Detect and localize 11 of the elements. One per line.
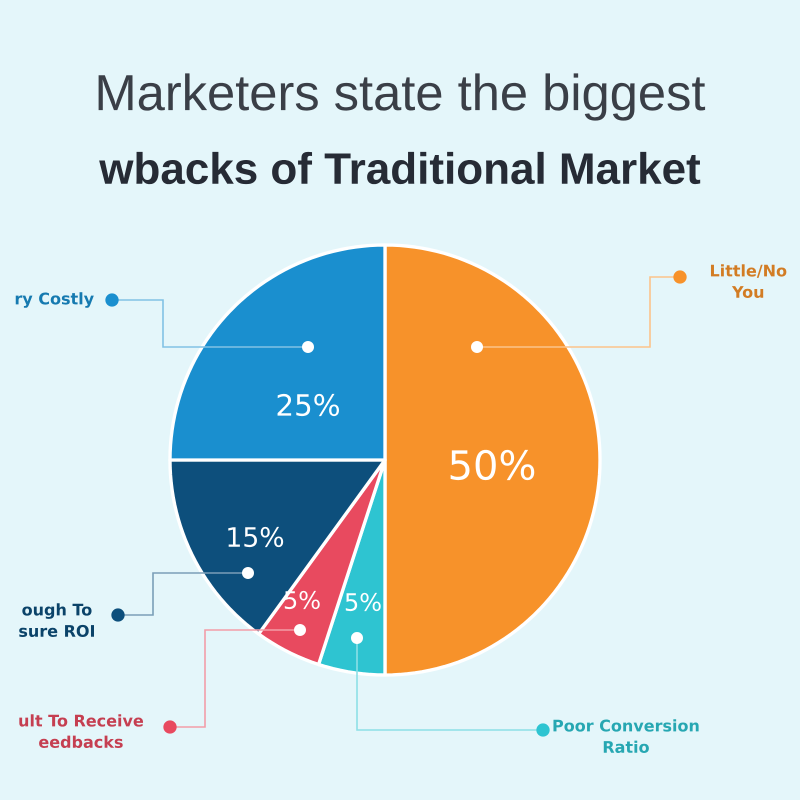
- chart-subtitle: wbacks of Traditional Market: [99, 152, 700, 184]
- data-label: 25%: [278, 394, 339, 416]
- chart-title: Marketers state the biggest: [98, 73, 706, 121]
- legend-label: ult To Receive eedbacks: [19, 714, 144, 748]
- data-label: 50%: [450, 450, 534, 480]
- legend-label: ough To sure ROI: [19, 603, 94, 637]
- slice-label: Little/No You: [710, 264, 786, 298]
- data-label: 5%: [346, 592, 381, 612]
- data-label: 15%: [228, 526, 284, 548]
- legend-label: ry Costly: [16, 292, 94, 308]
- slice-label: Poor Conversion Ratio: [553, 719, 699, 753]
